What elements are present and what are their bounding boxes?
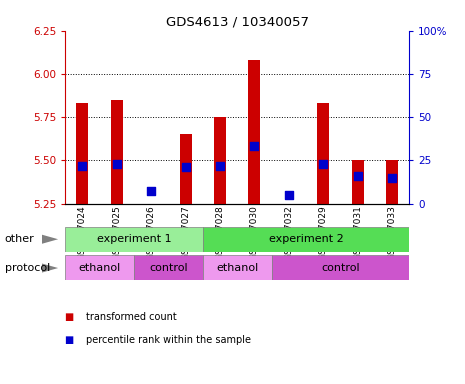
Point: [182, 164, 189, 170]
Bar: [203, 255, 272, 280]
Text: experiment 2: experiment 2: [269, 234, 343, 244]
Bar: [272, 255, 409, 280]
Point: [79, 162, 86, 169]
Point: [388, 174, 396, 180]
Bar: [65, 255, 134, 280]
Bar: [179, 134, 192, 204]
Bar: [248, 60, 260, 204]
Bar: [214, 117, 226, 204]
Point: [147, 188, 155, 194]
Text: experiment 1: experiment 1: [97, 234, 171, 244]
Text: ■: ■: [65, 335, 78, 345]
Point: [113, 161, 120, 167]
Polygon shape: [42, 263, 58, 273]
Bar: [65, 227, 203, 252]
Bar: [352, 161, 364, 204]
Bar: [134, 255, 203, 280]
Bar: [76, 103, 88, 204]
Text: protocol: protocol: [5, 263, 50, 273]
Point: [354, 173, 361, 179]
Point: [251, 143, 258, 149]
Point: [319, 161, 327, 167]
Bar: [283, 204, 295, 209]
Text: percentile rank within the sample: percentile rank within the sample: [86, 335, 251, 345]
Text: transformed count: transformed count: [86, 312, 177, 322]
Polygon shape: [42, 235, 58, 244]
Text: control: control: [149, 263, 188, 273]
Bar: [317, 103, 329, 204]
Point: [285, 192, 292, 198]
Text: ■: ■: [65, 312, 78, 322]
Point: [216, 162, 224, 169]
Bar: [386, 161, 398, 204]
Bar: [111, 100, 123, 204]
Title: GDS4613 / 10340057: GDS4613 / 10340057: [166, 15, 309, 28]
Bar: [203, 227, 409, 252]
Text: ethanol: ethanol: [216, 263, 258, 273]
Text: ethanol: ethanol: [79, 263, 120, 273]
Text: control: control: [321, 263, 360, 273]
Text: other: other: [5, 234, 34, 244]
